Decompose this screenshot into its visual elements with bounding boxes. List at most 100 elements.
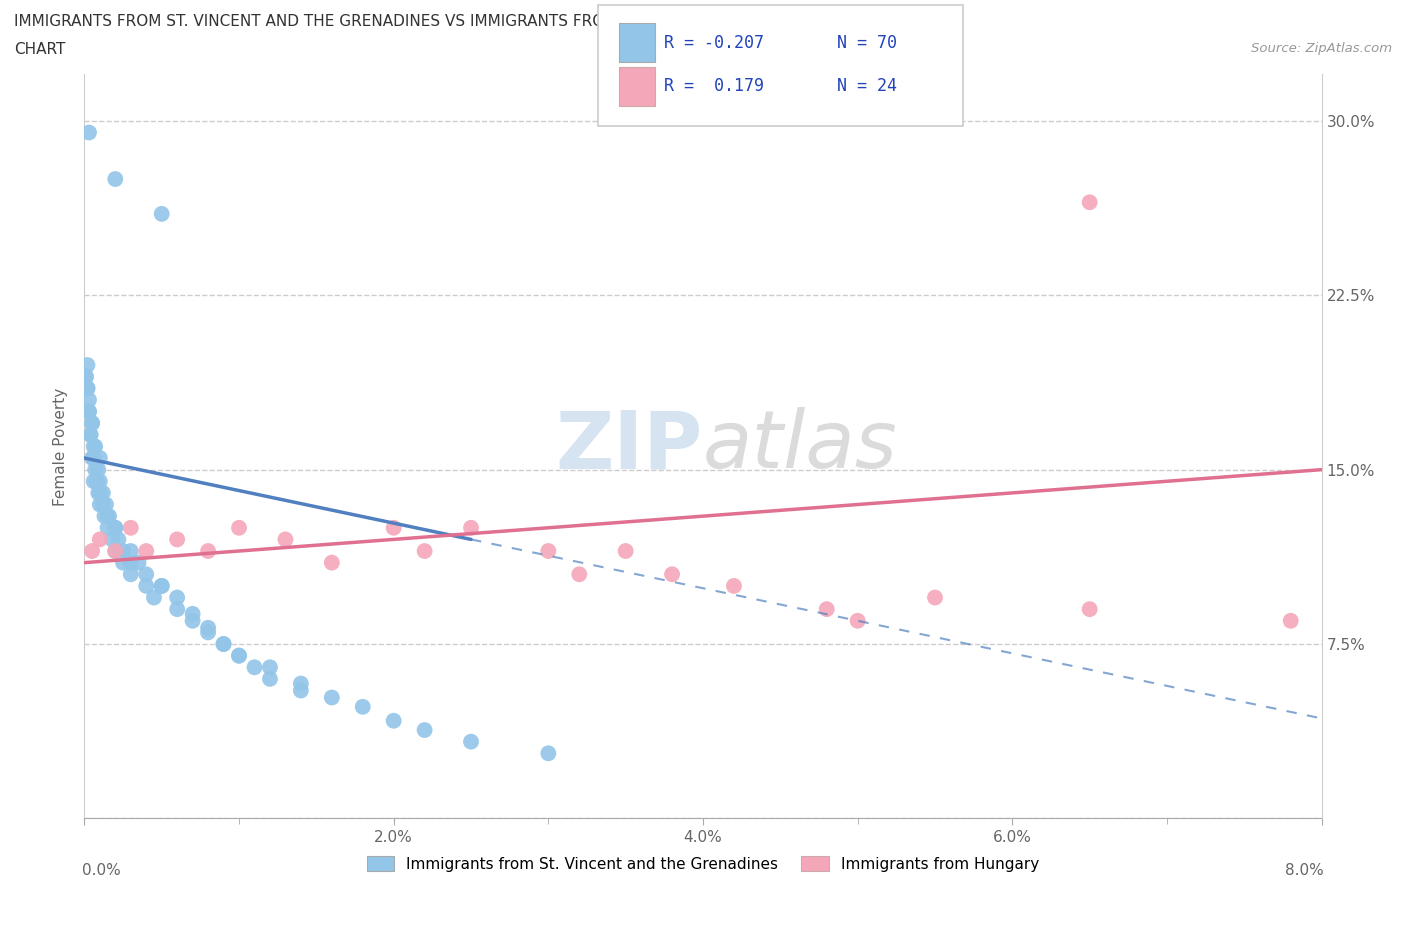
Point	[197, 620, 219, 635]
Text: atlas: atlas	[703, 407, 898, 485]
Point	[1279, 614, 1302, 629]
Point	[228, 648, 250, 663]
Point	[661, 567, 683, 582]
Point	[815, 602, 838, 617]
Point	[91, 497, 114, 512]
Point	[75, 369, 97, 384]
Point	[76, 381, 98, 396]
Point	[135, 567, 157, 582]
Point	[104, 543, 127, 558]
Text: ZIP: ZIP	[555, 407, 703, 485]
Point	[86, 474, 108, 489]
Point	[104, 171, 127, 186]
Point	[79, 427, 101, 442]
Point	[290, 683, 312, 698]
Point	[104, 543, 127, 558]
Point	[89, 485, 111, 500]
Point	[87, 462, 110, 477]
Text: 0.0%: 0.0%	[82, 863, 121, 878]
Point	[166, 602, 188, 617]
Text: R =  0.179: R = 0.179	[664, 77, 763, 96]
Text: Source: ZipAtlas.com: Source: ZipAtlas.com	[1251, 42, 1392, 55]
Point	[460, 521, 482, 536]
Point	[104, 521, 127, 536]
Point	[143, 590, 166, 604]
Point	[75, 369, 97, 384]
Point	[107, 532, 129, 547]
Point	[321, 555, 343, 570]
Point	[181, 606, 204, 621]
Point	[166, 532, 188, 547]
Point	[352, 699, 374, 714]
Point	[76, 357, 98, 372]
Point	[197, 543, 219, 558]
Point	[83, 439, 105, 454]
Point	[460, 735, 482, 750]
Point	[1078, 602, 1101, 617]
Point	[212, 637, 235, 652]
Point	[150, 206, 173, 221]
Point	[89, 451, 111, 466]
Point	[228, 521, 250, 536]
Point	[127, 555, 149, 570]
Point	[135, 543, 157, 558]
Point	[82, 451, 104, 466]
Point	[83, 474, 105, 489]
Point	[150, 578, 173, 593]
Text: N = 70: N = 70	[837, 33, 897, 52]
Point	[120, 521, 142, 536]
Point	[290, 676, 312, 691]
Point	[413, 723, 436, 737]
Legend: Immigrants from St. Vincent and the Grenadines, Immigrants from Hungary: Immigrants from St. Vincent and the Gren…	[360, 849, 1046, 878]
Point	[537, 543, 560, 558]
Point	[87, 485, 110, 500]
Point	[1078, 195, 1101, 210]
Point	[77, 392, 100, 407]
Point	[382, 521, 405, 536]
Point	[723, 578, 745, 593]
Point	[382, 713, 405, 728]
Point	[93, 509, 115, 524]
Point	[150, 578, 173, 593]
Point	[104, 521, 127, 536]
Point	[101, 532, 124, 547]
Point	[112, 543, 135, 558]
Point	[89, 497, 111, 512]
Point	[413, 543, 436, 558]
Point	[120, 543, 142, 558]
Point	[259, 660, 281, 675]
Point	[82, 543, 104, 558]
Point	[89, 532, 111, 547]
Point	[82, 416, 104, 431]
Point	[84, 439, 107, 454]
Point	[274, 532, 297, 547]
Point	[321, 690, 343, 705]
Point	[120, 567, 142, 582]
Point	[197, 625, 219, 640]
Point	[83, 451, 105, 466]
Point	[76, 381, 98, 396]
Text: CHART: CHART	[14, 42, 66, 57]
Point	[82, 416, 104, 431]
Point	[77, 405, 100, 419]
Point	[91, 485, 114, 500]
Point	[94, 497, 117, 512]
Text: N = 24: N = 24	[837, 77, 897, 96]
Point	[243, 660, 266, 675]
Point	[228, 648, 250, 663]
Point	[112, 555, 135, 570]
Text: IMMIGRANTS FROM ST. VINCENT AND THE GRENADINES VS IMMIGRANTS FROM HUNGARY FEMALE: IMMIGRANTS FROM ST. VINCENT AND THE GREN…	[14, 14, 950, 29]
Point	[96, 521, 118, 536]
Point	[84, 462, 107, 477]
Point	[259, 671, 281, 686]
Point	[96, 509, 118, 524]
Point	[166, 590, 188, 604]
Point	[212, 637, 235, 652]
Point	[537, 746, 560, 761]
Point	[846, 614, 869, 629]
Point	[568, 567, 591, 582]
Point	[89, 474, 111, 489]
Point	[614, 543, 637, 558]
Point	[924, 590, 946, 604]
Y-axis label: Female Poverty: Female Poverty	[53, 387, 69, 506]
